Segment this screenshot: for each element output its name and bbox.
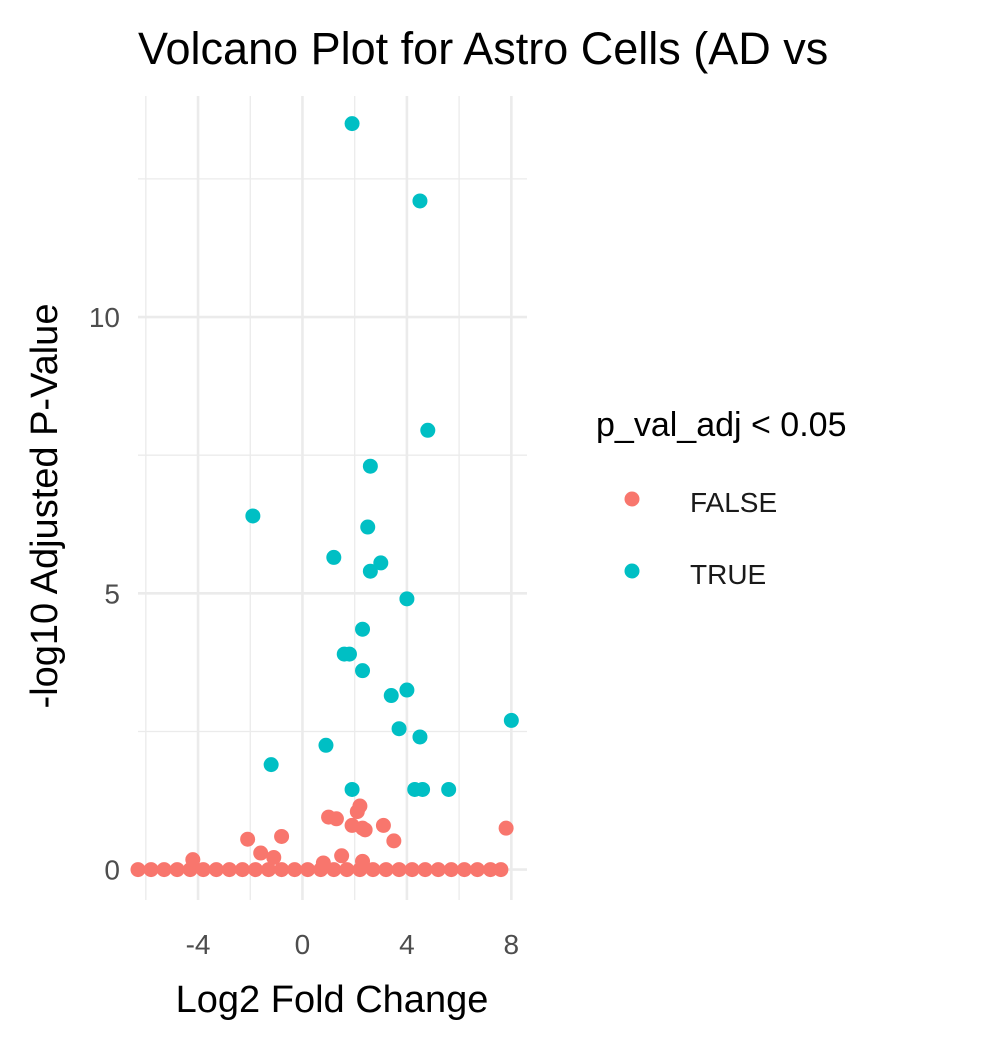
point-false bbox=[482, 862, 498, 878]
point-false bbox=[386, 833, 402, 849]
point-true bbox=[503, 712, 519, 728]
point-true bbox=[399, 591, 415, 607]
point-false bbox=[357, 822, 373, 838]
point-false bbox=[287, 862, 303, 878]
point-false bbox=[328, 811, 344, 827]
point-false bbox=[404, 862, 420, 878]
x-tick-label: 8 bbox=[504, 929, 520, 960]
point-true bbox=[245, 508, 261, 524]
point-false bbox=[234, 862, 250, 878]
point-false bbox=[247, 862, 263, 878]
point-false bbox=[375, 817, 391, 833]
point-false bbox=[253, 845, 269, 861]
point-false bbox=[261, 862, 277, 878]
point-false bbox=[334, 848, 350, 864]
point-false bbox=[195, 862, 211, 878]
point-true bbox=[399, 682, 415, 698]
point-false bbox=[300, 862, 316, 878]
x-tick-label: 4 bbox=[399, 929, 415, 960]
point-false bbox=[143, 862, 159, 878]
point-false bbox=[391, 862, 407, 878]
point-false bbox=[355, 853, 371, 869]
point-true bbox=[362, 458, 378, 474]
y-tick-label: 5 bbox=[104, 578, 120, 609]
point-false bbox=[274, 862, 290, 878]
y-axis-ticks: 0 5 10 bbox=[89, 302, 120, 886]
legend-key-false bbox=[624, 491, 640, 507]
point-false bbox=[130, 862, 146, 878]
chart-title: Volcano Plot for Astro Cells (AD vs bbox=[138, 23, 828, 74]
point-false bbox=[378, 862, 394, 878]
x-axis-title: Log2 Fold Change bbox=[176, 979, 489, 1021]
point-true bbox=[412, 193, 428, 209]
y-tick-label: 10 bbox=[89, 302, 120, 333]
point-false bbox=[339, 862, 355, 878]
x-tick-label: -4 bbox=[186, 929, 211, 960]
legend-key-true bbox=[624, 563, 640, 579]
point-false bbox=[352, 798, 368, 814]
point-false bbox=[443, 862, 459, 878]
point-false bbox=[315, 855, 331, 871]
point-false bbox=[469, 862, 485, 878]
point-true bbox=[373, 555, 389, 571]
legend-label-false: FALSE bbox=[690, 487, 777, 518]
legend: p_val_adj < 0.05 FALSE TRUE bbox=[596, 406, 846, 590]
y-axis-title: -log10 Adjusted P-Value bbox=[24, 304, 66, 709]
point-false bbox=[266, 849, 282, 865]
point-true bbox=[412, 729, 428, 745]
point-false bbox=[169, 862, 185, 878]
point-false bbox=[430, 862, 446, 878]
point-false bbox=[208, 862, 224, 878]
point-false bbox=[185, 852, 201, 868]
point-true bbox=[362, 563, 378, 579]
y-tick-label: 0 bbox=[104, 855, 120, 886]
point-true bbox=[391, 721, 407, 737]
point-false bbox=[456, 862, 472, 878]
point-true bbox=[355, 621, 371, 637]
x-axis-ticks: -4 0 4 8 bbox=[186, 929, 520, 960]
point-false bbox=[221, 862, 237, 878]
point-true bbox=[344, 116, 360, 132]
point-true bbox=[355, 663, 371, 679]
point-true bbox=[318, 737, 334, 753]
grid-lines bbox=[138, 96, 527, 900]
data-points bbox=[130, 116, 519, 878]
point-false bbox=[274, 828, 290, 844]
point-false bbox=[240, 831, 256, 847]
point-true bbox=[415, 781, 431, 797]
point-true bbox=[360, 519, 376, 535]
point-false bbox=[493, 862, 509, 878]
point-true bbox=[420, 422, 436, 438]
point-true bbox=[383, 688, 399, 704]
point-false bbox=[365, 862, 381, 878]
x-tick-label: 0 bbox=[295, 929, 311, 960]
point-false bbox=[156, 862, 172, 878]
point-true bbox=[341, 646, 357, 662]
point-true bbox=[263, 757, 279, 773]
legend-title: p_val_adj < 0.05 bbox=[596, 406, 846, 444]
point-true bbox=[441, 781, 457, 797]
point-true bbox=[326, 549, 342, 565]
point-false bbox=[417, 862, 433, 878]
point-false bbox=[498, 820, 514, 836]
point-true bbox=[344, 781, 360, 797]
legend-label-true: TRUE bbox=[690, 559, 766, 590]
